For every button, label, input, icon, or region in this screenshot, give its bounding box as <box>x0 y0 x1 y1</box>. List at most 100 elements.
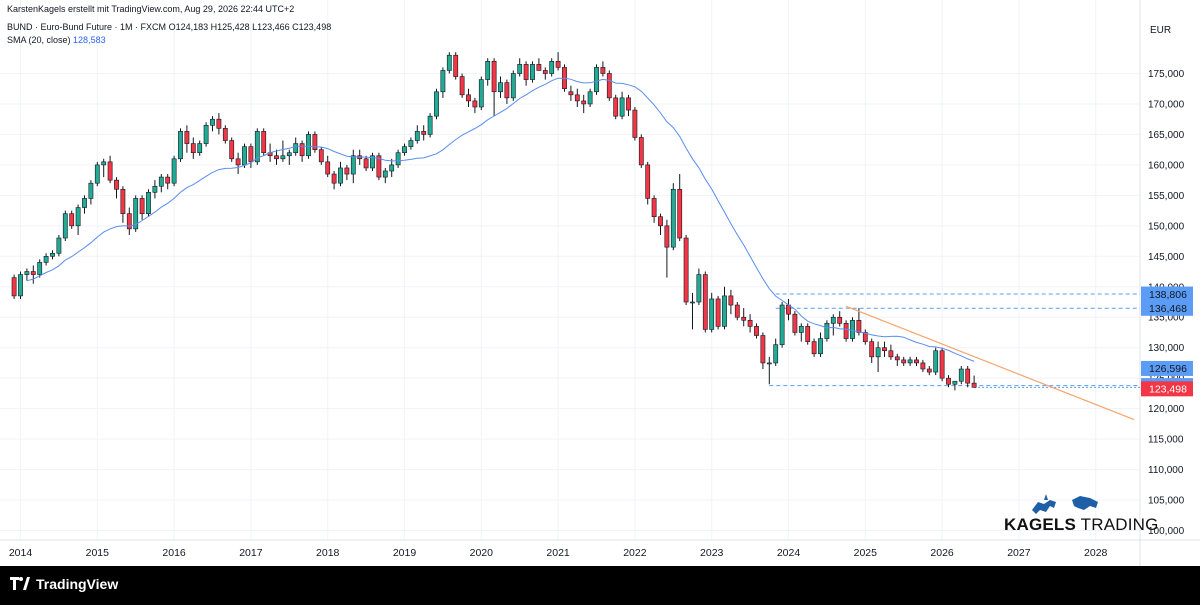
chart-grid <box>0 0 1140 540</box>
candle-body <box>587 91 593 105</box>
candle <box>600 61 606 77</box>
candle-body <box>658 216 663 227</box>
candle <box>62 210 68 242</box>
horizontal-levels <box>769 293 1140 388</box>
trendline[interactable] <box>845 305 1135 421</box>
candle <box>69 210 75 229</box>
candle <box>133 195 139 232</box>
candle <box>523 61 529 86</box>
candle-body <box>939 350 945 379</box>
candle-body <box>888 350 894 358</box>
brand-part2: TRADING <box>1080 515 1159 534</box>
candle <box>805 323 811 345</box>
tradingview-icon <box>10 577 30 590</box>
kagels-logo <box>1000 488 1140 536</box>
candle-body <box>466 94 471 102</box>
candle-body <box>837 316 843 324</box>
candle <box>856 308 862 336</box>
candle-body <box>11 277 17 297</box>
price-axis-label: 123,498 <box>1141 381 1193 397</box>
candle <box>402 143 407 156</box>
candle <box>824 320 830 342</box>
y-tick-label: 135,000 <box>1148 313 1185 324</box>
candle <box>606 70 612 101</box>
candle <box>574 88 580 108</box>
candle <box>43 253 49 266</box>
candle <box>568 85 574 101</box>
candle-body <box>402 146 407 154</box>
candle-body <box>344 167 350 175</box>
candle <box>331 170 337 190</box>
candle-body <box>574 94 580 102</box>
time-axis[interactable]: 2014 2015 2016 2017 2018 2019 2020 2021 2022 2023… <box>9 547 1108 559</box>
candle-body <box>216 118 222 129</box>
candle <box>318 146 324 165</box>
candle <box>37 259 43 278</box>
candle <box>510 70 516 101</box>
price-axis-label: 138,806 <box>1141 286 1193 302</box>
candle <box>203 122 209 147</box>
candle-body <box>933 350 939 373</box>
candle <box>677 174 683 242</box>
candle <box>197 140 203 156</box>
candle-body <box>824 323 830 339</box>
price-label-bg <box>1141 286 1193 302</box>
candle-body <box>670 188 676 248</box>
candle-body <box>459 76 465 96</box>
candle <box>421 125 427 141</box>
candle <box>843 320 849 342</box>
candle <box>926 365 932 376</box>
candle <box>75 204 81 235</box>
price-axis[interactable]: 100,000105,000110,000115,000120,000125,0… <box>1148 69 1185 537</box>
candle-body <box>37 262 43 275</box>
candle <box>581 94 587 114</box>
price-chart[interactable]: 100,000105,000110,000115,000120,000125,0… <box>0 0 1200 566</box>
candle-body <box>50 252 55 257</box>
candle-body <box>152 185 158 193</box>
brand-part1: KAGELS <box>1004 515 1077 534</box>
candle-body <box>248 146 254 163</box>
candle <box>888 344 894 360</box>
candle <box>696 268 702 306</box>
candle-body <box>958 368 964 382</box>
candle <box>363 155 369 171</box>
candle-body <box>82 198 87 208</box>
candle-body <box>427 115 433 135</box>
candle <box>178 128 183 162</box>
y-tick-label: 120,000 <box>1148 404 1185 415</box>
candle <box>184 125 190 153</box>
candle <box>619 91 625 120</box>
candle <box>914 356 919 366</box>
candle <box>882 341 887 357</box>
candle <box>158 174 164 193</box>
candle <box>837 311 843 327</box>
candle <box>766 356 772 385</box>
candle <box>472 97 478 114</box>
candle-body <box>715 298 721 327</box>
y-tick-label: 160,000 <box>1148 160 1185 171</box>
tradingview-logo[interactable]: TradingView <box>10 576 118 592</box>
candle <box>408 137 414 150</box>
candle-body <box>946 377 951 385</box>
candle <box>146 189 151 217</box>
candle-body <box>651 198 657 217</box>
candle <box>894 353 900 366</box>
candle <box>754 323 759 339</box>
sma-legend: SMA (20, close) 128,583 <box>7 35 106 45</box>
candle-body <box>338 167 343 184</box>
candle <box>536 58 542 71</box>
candle-body <box>312 134 318 150</box>
price-label-text: 123,498 <box>1149 384 1187 396</box>
candle <box>651 195 657 223</box>
candle-body <box>843 323 849 339</box>
footer-bar: TradingView <box>0 566 1200 605</box>
x-tick-label: 2018 <box>316 547 340 559</box>
candle <box>120 186 126 223</box>
candle-body <box>318 149 324 163</box>
candle-body <box>229 140 235 160</box>
candle-body <box>600 67 606 74</box>
candle <box>869 338 875 363</box>
candle-body <box>869 341 875 358</box>
candle-body <box>94 164 100 184</box>
